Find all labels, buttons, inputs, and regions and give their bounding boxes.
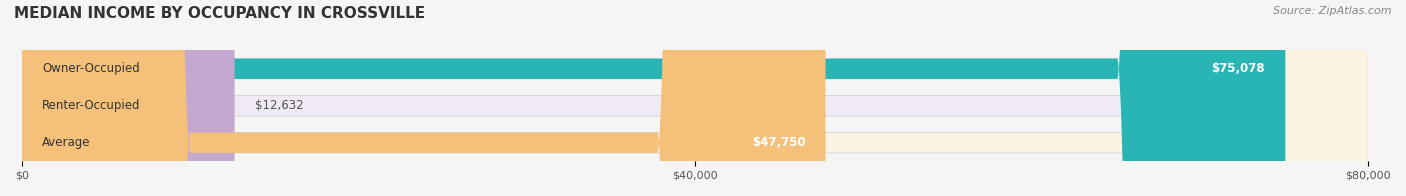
Text: $12,632: $12,632 <box>254 99 304 112</box>
FancyBboxPatch shape <box>22 0 1368 196</box>
FancyBboxPatch shape <box>22 0 1368 196</box>
Text: Renter-Occupied: Renter-Occupied <box>42 99 141 112</box>
Text: Average: Average <box>42 136 91 149</box>
FancyBboxPatch shape <box>22 0 1285 196</box>
FancyBboxPatch shape <box>22 0 235 196</box>
FancyBboxPatch shape <box>22 0 1368 196</box>
Text: Owner-Occupied: Owner-Occupied <box>42 62 141 75</box>
Text: $75,078: $75,078 <box>1212 62 1265 75</box>
Text: Source: ZipAtlas.com: Source: ZipAtlas.com <box>1274 6 1392 16</box>
Text: $47,750: $47,750 <box>752 136 806 149</box>
FancyBboxPatch shape <box>22 0 825 196</box>
Text: MEDIAN INCOME BY OCCUPANCY IN CROSSVILLE: MEDIAN INCOME BY OCCUPANCY IN CROSSVILLE <box>14 6 425 21</box>
